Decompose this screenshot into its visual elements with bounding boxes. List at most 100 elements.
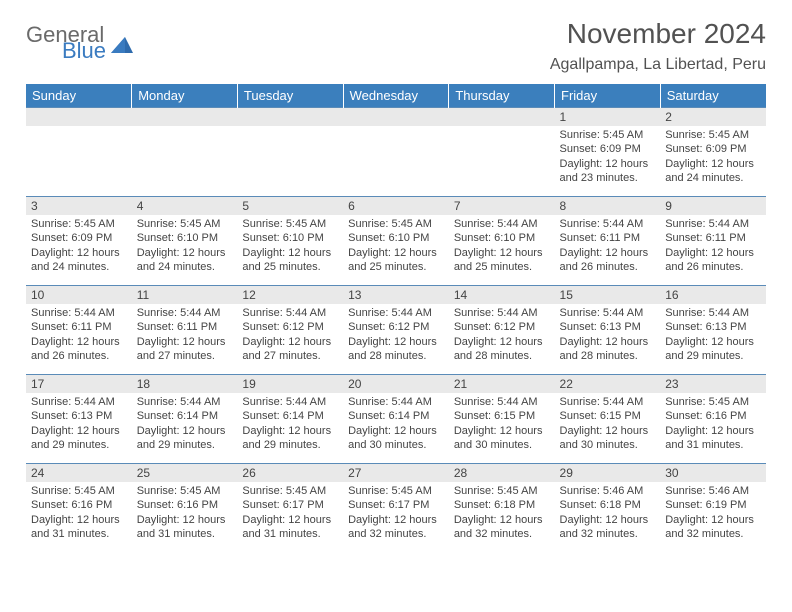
sunset-text: Sunset: 6:16 PM: [665, 409, 761, 423]
sunset-text: Sunset: 6:11 PM: [560, 231, 656, 245]
sunset-text: Sunset: 6:11 PM: [137, 320, 233, 334]
day-number: [449, 108, 555, 126]
page: General Blue November 2024 Agallpampa, L…: [26, 18, 766, 553]
daylight-text: Daylight: 12 hours and 32 minutes.: [560, 513, 656, 542]
sunset-text: Sunset: 6:19 PM: [665, 498, 761, 512]
sunset-text: Sunset: 6:09 PM: [31, 231, 127, 245]
day-number: 4: [132, 197, 238, 215]
sunset-text: Sunset: 6:10 PM: [348, 231, 444, 245]
weekday-header-row: Sunday Monday Tuesday Wednesday Thursday…: [26, 84, 766, 108]
day-number: 8: [555, 197, 661, 215]
sunrise-text: Sunrise: 5:45 AM: [242, 484, 338, 498]
calendar-day-cell: 25Sunrise: 5:45 AMSunset: 6:16 PMDayligh…: [132, 464, 238, 553]
sunrise-text: Sunrise: 5:44 AM: [31, 395, 127, 409]
day-number: 19: [237, 375, 343, 393]
sunset-text: Sunset: 6:12 PM: [348, 320, 444, 334]
sunset-text: Sunset: 6:10 PM: [242, 231, 338, 245]
calendar-day-cell: 24Sunrise: 5:45 AMSunset: 6:16 PMDayligh…: [26, 464, 132, 553]
day-number: 5: [237, 197, 343, 215]
sunset-text: Sunset: 6:14 PM: [348, 409, 444, 423]
day-content: Sunrise: 5:45 AMSunset: 6:16 PMDaylight:…: [26, 482, 132, 545]
calendar-day-cell: 22Sunrise: 5:44 AMSunset: 6:15 PMDayligh…: [555, 375, 661, 464]
calendar-week-row: 17Sunrise: 5:44 AMSunset: 6:13 PMDayligh…: [26, 375, 766, 464]
header: General Blue November 2024 Agallpampa, L…: [26, 18, 766, 74]
calendar-day-cell: [343, 108, 449, 197]
day-content: Sunrise: 5:45 AMSunset: 6:09 PMDaylight:…: [555, 126, 661, 189]
day-content: Sunrise: 5:44 AMSunset: 6:13 PMDaylight:…: [26, 393, 132, 456]
sunrise-text: Sunrise: 5:44 AM: [454, 306, 550, 320]
day-content: Sunrise: 5:44 AMSunset: 6:11 PMDaylight:…: [555, 215, 661, 278]
day-number: 2: [660, 108, 766, 126]
weekday-header: Friday: [555, 84, 661, 108]
calendar-day-cell: [237, 108, 343, 197]
day-number: 10: [26, 286, 132, 304]
day-number: 26: [237, 464, 343, 482]
sunset-text: Sunset: 6:18 PM: [454, 498, 550, 512]
day-number: 18: [132, 375, 238, 393]
day-number: 6: [343, 197, 449, 215]
calendar-day-cell: 8Sunrise: 5:44 AMSunset: 6:11 PMDaylight…: [555, 197, 661, 286]
day-number: 15: [555, 286, 661, 304]
calendar-day-cell: 27Sunrise: 5:45 AMSunset: 6:17 PMDayligh…: [343, 464, 449, 553]
daylight-text: Daylight: 12 hours and 31 minutes.: [665, 424, 761, 453]
sunrise-text: Sunrise: 5:45 AM: [560, 128, 656, 142]
daylight-text: Daylight: 12 hours and 32 minutes.: [454, 513, 550, 542]
calendar-day-cell: [449, 108, 555, 197]
daylight-text: Daylight: 12 hours and 25 minutes.: [242, 246, 338, 275]
calendar-day-cell: 10Sunrise: 5:44 AMSunset: 6:11 PMDayligh…: [26, 286, 132, 375]
day-number: 17: [26, 375, 132, 393]
sunrise-text: Sunrise: 5:45 AM: [665, 395, 761, 409]
calendar-day-cell: 11Sunrise: 5:44 AMSunset: 6:11 PMDayligh…: [132, 286, 238, 375]
weekday-header: Wednesday: [343, 84, 449, 108]
sunrise-text: Sunrise: 5:44 AM: [348, 395, 444, 409]
sunrise-text: Sunrise: 5:44 AM: [242, 306, 338, 320]
day-number: [132, 108, 238, 126]
calendar-day-cell: 6Sunrise: 5:45 AMSunset: 6:10 PMDaylight…: [343, 197, 449, 286]
sunrise-text: Sunrise: 5:45 AM: [137, 484, 233, 498]
daylight-text: Daylight: 12 hours and 25 minutes.: [348, 246, 444, 275]
calendar-week-row: 24Sunrise: 5:45 AMSunset: 6:16 PMDayligh…: [26, 464, 766, 553]
location-label: Agallpampa, La Libertad, Peru: [550, 56, 766, 74]
day-content: Sunrise: 5:44 AMSunset: 6:12 PMDaylight:…: [343, 304, 449, 367]
day-number: 13: [343, 286, 449, 304]
sunrise-text: Sunrise: 5:44 AM: [242, 395, 338, 409]
day-number: 12: [237, 286, 343, 304]
calendar-day-cell: 9Sunrise: 5:44 AMSunset: 6:11 PMDaylight…: [660, 197, 766, 286]
sunset-text: Sunset: 6:10 PM: [137, 231, 233, 245]
calendar-table: Sunday Monday Tuesday Wednesday Thursday…: [26, 84, 766, 553]
calendar-day-cell: 17Sunrise: 5:44 AMSunset: 6:13 PMDayligh…: [26, 375, 132, 464]
day-number: 23: [660, 375, 766, 393]
calendar-day-cell: 16Sunrise: 5:44 AMSunset: 6:13 PMDayligh…: [660, 286, 766, 375]
daylight-text: Daylight: 12 hours and 32 minutes.: [665, 513, 761, 542]
calendar-day-cell: 19Sunrise: 5:44 AMSunset: 6:14 PMDayligh…: [237, 375, 343, 464]
day-number: 28: [449, 464, 555, 482]
calendar-week-row: 3Sunrise: 5:45 AMSunset: 6:09 PMDaylight…: [26, 197, 766, 286]
sunrise-text: Sunrise: 5:44 AM: [665, 217, 761, 231]
logo: General Blue: [26, 24, 133, 62]
daylight-text: Daylight: 12 hours and 29 minutes.: [242, 424, 338, 453]
sunrise-text: Sunrise: 5:44 AM: [560, 306, 656, 320]
day-content: Sunrise: 5:45 AMSunset: 6:18 PMDaylight:…: [449, 482, 555, 545]
day-content: Sunrise: 5:45 AMSunset: 6:10 PMDaylight:…: [132, 215, 238, 278]
day-number: 22: [555, 375, 661, 393]
daylight-text: Daylight: 12 hours and 27 minutes.: [137, 335, 233, 364]
weekday-header: Thursday: [449, 84, 555, 108]
calendar-day-cell: [132, 108, 238, 197]
daylight-text: Daylight: 12 hours and 24 minutes.: [31, 246, 127, 275]
sunset-text: Sunset: 6:17 PM: [242, 498, 338, 512]
sunrise-text: Sunrise: 5:45 AM: [665, 128, 761, 142]
sunset-text: Sunset: 6:11 PM: [665, 231, 761, 245]
day-content: Sunrise: 5:45 AMSunset: 6:17 PMDaylight:…: [343, 482, 449, 545]
calendar-day-cell: 1Sunrise: 5:45 AMSunset: 6:09 PMDaylight…: [555, 108, 661, 197]
day-content: Sunrise: 5:44 AMSunset: 6:14 PMDaylight:…: [343, 393, 449, 456]
sunrise-text: Sunrise: 5:45 AM: [242, 217, 338, 231]
weekday-header: Tuesday: [237, 84, 343, 108]
daylight-text: Daylight: 12 hours and 30 minutes.: [348, 424, 444, 453]
sunset-text: Sunset: 6:18 PM: [560, 498, 656, 512]
daylight-text: Daylight: 12 hours and 28 minutes.: [348, 335, 444, 364]
daylight-text: Daylight: 12 hours and 32 minutes.: [348, 513, 444, 542]
calendar-body: 1Sunrise: 5:45 AMSunset: 6:09 PMDaylight…: [26, 108, 766, 553]
calendar-day-cell: 28Sunrise: 5:45 AMSunset: 6:18 PMDayligh…: [449, 464, 555, 553]
calendar-day-cell: 2Sunrise: 5:45 AMSunset: 6:09 PMDaylight…: [660, 108, 766, 197]
day-number: 14: [449, 286, 555, 304]
